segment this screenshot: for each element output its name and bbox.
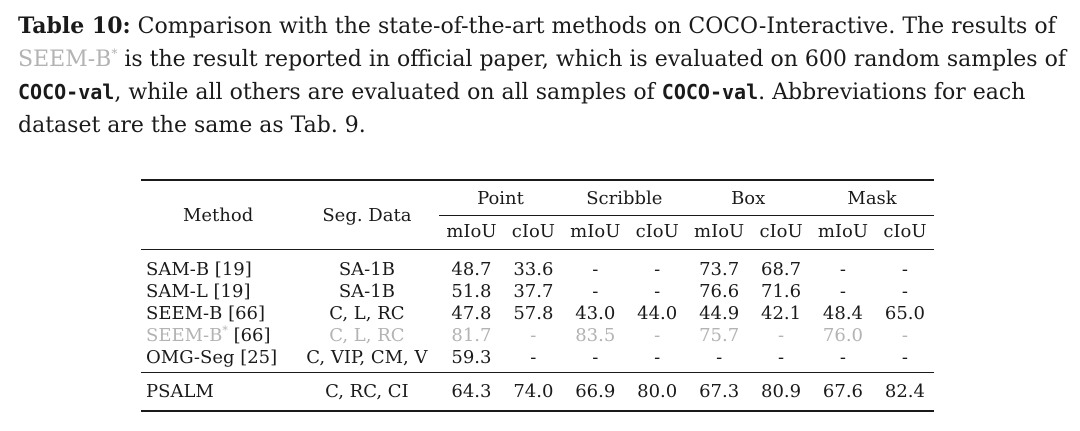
caption-label: Table 10: <box>18 13 131 39</box>
cell-value: - <box>530 325 537 346</box>
comparison-table: Method Seg. Data Point Scribble Box Mask… <box>141 179 934 412</box>
table-row: SEEM-B [66] C, L, RC 47.8 57.8 43.0 44.0… <box>141 303 934 325</box>
cell-method: SEEM-B [66] <box>146 303 266 324</box>
cell-value: 80.0 <box>628 372 687 412</box>
cell-value: 81.7 <box>451 325 492 346</box>
cell-value: - <box>530 347 537 368</box>
caption-text-3: , while all others are evaluated on all … <box>114 80 655 105</box>
table-row: SAM-L [19] SA-1B 51.8 37.7 - - 76.6 71.6… <box>141 281 934 303</box>
cell-value: 73.7 <box>686 249 752 281</box>
cell-value: - <box>654 347 661 368</box>
cell-value: - <box>839 281 846 302</box>
caption-text-1: Comparison with the state-of-the-art met… <box>137 14 1056 39</box>
table-row-psalm: PSALM C, RC, CI 64.3 74.0 66.9 80.0 67.3… <box>141 372 934 412</box>
cell-value: 76.6 <box>699 281 740 302</box>
cell-method: OMG-Seg [25] <box>146 347 278 368</box>
cell-value: 59.3 <box>451 347 492 368</box>
table-caption: Table 10: Comparison with the state-of-t… <box>18 10 1068 142</box>
cell-method: PSALM <box>141 372 296 412</box>
cell-value: 76.0 <box>822 325 863 346</box>
cell-method: SAM-L [19] <box>146 281 251 302</box>
cell-value: 48.4 <box>822 303 863 324</box>
cell-value: 64.3 <box>438 372 505 412</box>
cell-value: 66.9 <box>562 372 629 412</box>
cell-value: - <box>628 249 687 281</box>
cell-value: 80.9 <box>751 372 811 412</box>
header-group-box: Box <box>686 179 811 216</box>
cell-seg-data: SA-1B <box>295 249 439 281</box>
cell-value: 67.3 <box>686 372 752 412</box>
cell-value: 68.7 <box>751 249 811 281</box>
header-metric: cIoU <box>883 221 927 242</box>
cell-value: 48.7 <box>438 249 505 281</box>
cell-value: - <box>777 325 785 346</box>
table-row: SAM-B [19] SA-1B 48.7 33.6 - - 73.7 68.7… <box>141 249 934 281</box>
cell-value: - <box>562 249 629 281</box>
cell-value: - <box>654 281 661 302</box>
cell-value: 43.0 <box>575 303 616 324</box>
caption-dataset-1: COCO-val <box>18 80 115 104</box>
header-metric: mIoU <box>570 221 621 242</box>
cell-value: - <box>901 281 908 302</box>
header-metric: mIoU <box>817 221 869 242</box>
caption-dataset-2: COCO-val <box>661 80 759 104</box>
cell-value: - <box>810 249 876 281</box>
header-metric: cIoU <box>635 221 679 242</box>
cell-value: - <box>777 347 785 368</box>
header-seg-data: Seg. Data <box>295 179 439 250</box>
cell-value: - <box>654 325 661 346</box>
cell-value: 82.4 <box>875 372 934 412</box>
cell-value: - <box>875 249 934 281</box>
cell-value: - <box>901 325 908 346</box>
cell-value: 33.6 <box>504 249 563 281</box>
cell-value: 47.8 <box>451 303 492 324</box>
table-row: OMG-Seg [25] C, VIP, CM, V 59.3 - - - - … <box>141 347 934 373</box>
header-metric: cIoU <box>511 221 555 242</box>
cell-seg-data: SA-1B <box>338 281 395 302</box>
cell-value: - <box>839 347 846 368</box>
cell-seg-data: C, L, RC <box>329 303 405 324</box>
header-metric: cIoU <box>759 221 803 242</box>
cell-method: SEEM-B* [66] <box>146 324 271 346</box>
header-group-scribble: Scribble <box>562 179 687 216</box>
header-row-metrics: mIoU cIoU mIoU cIoU mIoU cIoU mIoU cIoU <box>141 216 934 250</box>
cell-value: 67.6 <box>810 372 876 412</box>
header-metric: mIoU <box>446 221 497 242</box>
header-group-mask: Mask <box>810 179 934 216</box>
cell-seg-data: C, RC, CI <box>295 372 439 412</box>
cell-method: SAM-B [19] <box>141 249 296 281</box>
table-row: SEEM-B* [66] C, L, RC 81.7 - 83.5 - 75.7… <box>141 325 934 347</box>
cell-value: 75.7 <box>699 325 740 346</box>
cell-seg-data: C, L, RC <box>329 325 405 346</box>
cell-seg-data: C, VIP, CM, V <box>306 347 428 368</box>
cell-value: 74.0 <box>504 372 563 412</box>
cell-value: 44.0 <box>637 303 678 324</box>
header-group-point: Point <box>438 179 563 216</box>
cell-value: - <box>716 347 723 368</box>
header-metric: mIoU <box>694 221 745 242</box>
caption-text-2: is the result reported in official paper… <box>124 47 1066 72</box>
caption-faded-method: SEEM-B* <box>18 46 118 72</box>
caption-text-4: . Abbreviations for each dataset are the… <box>18 80 1026 138</box>
header-row-groups: Method Seg. Data Point Scribble Box Mask <box>141 179 934 250</box>
cell-value: - <box>592 347 599 368</box>
cell-value: 83.5 <box>575 325 616 346</box>
cell-value: 57.8 <box>513 303 554 324</box>
cell-value: 44.9 <box>699 303 740 324</box>
cell-value: 37.7 <box>513 281 554 302</box>
cell-value: 51.8 <box>451 281 492 302</box>
header-method: Method <box>141 179 296 250</box>
cell-value: - <box>901 347 908 368</box>
cell-value: 42.1 <box>761 303 802 324</box>
cell-value: 65.0 <box>884 303 925 324</box>
cell-value: - <box>592 281 599 302</box>
cell-value: 71.6 <box>761 281 802 302</box>
